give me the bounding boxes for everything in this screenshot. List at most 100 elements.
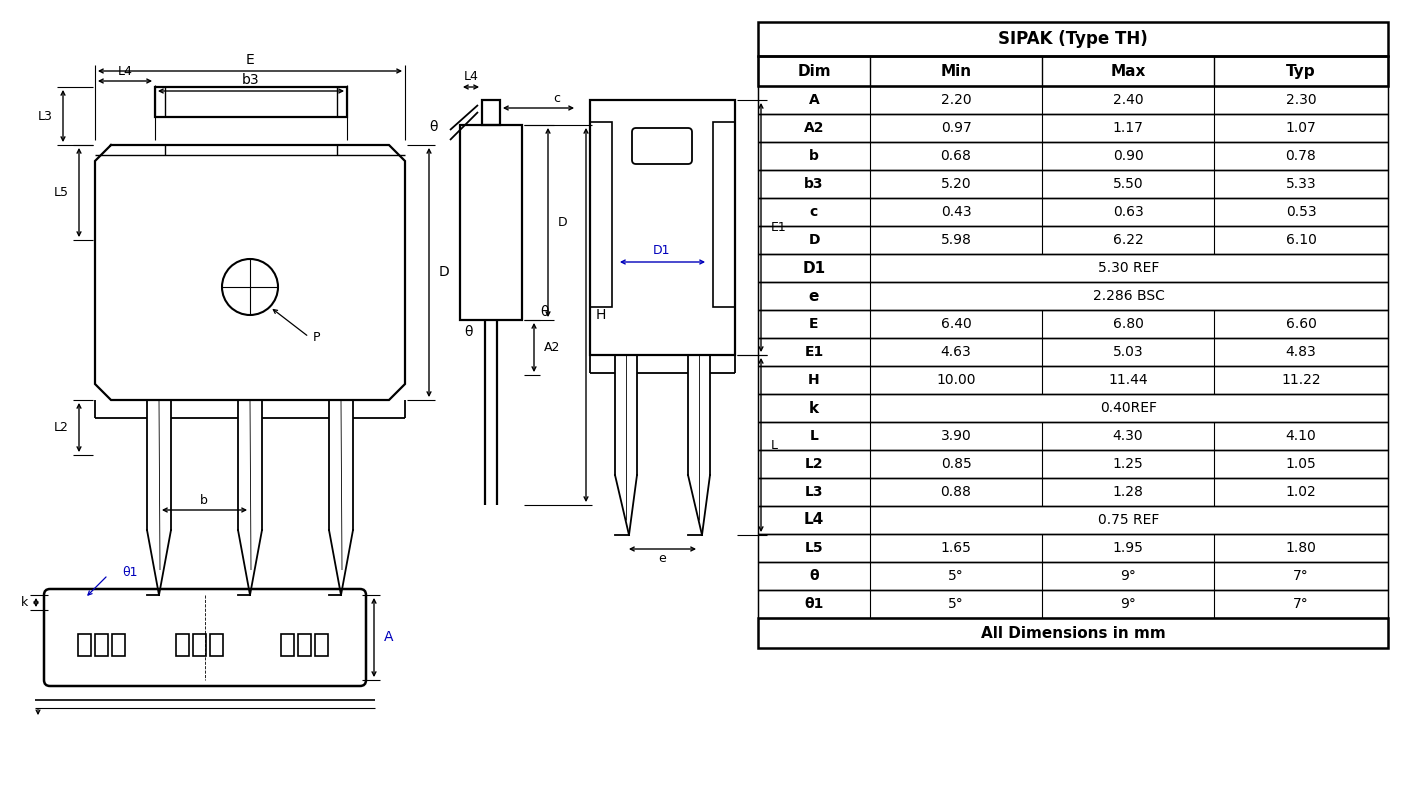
- Text: 5.50: 5.50: [1113, 177, 1144, 191]
- Text: L5: L5: [805, 541, 823, 555]
- Bar: [113, 634, 125, 656]
- Text: 0.53: 0.53: [1286, 205, 1317, 219]
- Text: L3: L3: [805, 485, 823, 499]
- Text: All Dimensions in mm: All Dimensions in mm: [981, 626, 1165, 641]
- Text: L5: L5: [53, 185, 69, 199]
- Text: 0.43: 0.43: [941, 205, 971, 219]
- Bar: [713, 122, 734, 307]
- Text: L: L: [809, 429, 819, 443]
- Bar: [758, 562, 1387, 590]
- Text: L4: L4: [118, 64, 132, 78]
- Text: 5.20: 5.20: [941, 177, 971, 191]
- Bar: [758, 226, 1387, 254]
- Text: 1.07: 1.07: [1286, 121, 1317, 135]
- Text: θ: θ: [540, 305, 549, 319]
- Text: A2: A2: [545, 341, 560, 353]
- Text: A2: A2: [803, 121, 825, 135]
- Text: 1.95: 1.95: [1113, 541, 1144, 555]
- Text: 5.30 REF: 5.30 REF: [1099, 261, 1159, 275]
- Text: D: D: [439, 265, 450, 279]
- Text: e: e: [809, 288, 819, 303]
- Text: Max: Max: [1110, 63, 1145, 78]
- Text: L2: L2: [53, 421, 69, 433]
- Text: H: H: [808, 373, 820, 387]
- Text: 9°: 9°: [1120, 597, 1135, 611]
- Text: 1.65: 1.65: [940, 541, 971, 555]
- Text: 2.30: 2.30: [1286, 93, 1317, 107]
- Text: D: D: [808, 233, 820, 247]
- Bar: [460, 125, 522, 320]
- Bar: [758, 142, 1387, 170]
- Text: 2.40: 2.40: [1113, 93, 1144, 107]
- Bar: [758, 198, 1387, 226]
- Text: 7°: 7°: [1293, 569, 1309, 583]
- Text: b3: b3: [805, 177, 823, 191]
- Bar: [193, 634, 205, 656]
- Text: b3: b3: [242, 73, 260, 87]
- Text: 6.40: 6.40: [941, 317, 971, 331]
- Text: θ1: θ1: [122, 566, 138, 580]
- Bar: [758, 366, 1387, 394]
- Bar: [758, 170, 1387, 198]
- Text: c: c: [810, 205, 817, 219]
- Text: 1.80: 1.80: [1286, 541, 1317, 555]
- Text: 1.28: 1.28: [1113, 485, 1144, 499]
- Text: 6.10: 6.10: [1286, 233, 1317, 247]
- Text: 4.10: 4.10: [1286, 429, 1317, 443]
- Text: 3.90: 3.90: [941, 429, 971, 443]
- Text: D: D: [559, 215, 567, 229]
- Bar: [758, 590, 1387, 618]
- Bar: [298, 634, 311, 656]
- Text: 1.05: 1.05: [1286, 457, 1317, 471]
- Text: b: b: [809, 149, 819, 163]
- Text: 0.68: 0.68: [940, 149, 971, 163]
- Bar: [758, 506, 1387, 534]
- Text: 0.88: 0.88: [940, 485, 971, 499]
- Text: A: A: [384, 630, 394, 644]
- Bar: [758, 282, 1387, 310]
- Bar: [758, 114, 1387, 142]
- Text: 0.78: 0.78: [1286, 149, 1317, 163]
- Bar: [590, 122, 612, 307]
- Text: 5°: 5°: [948, 597, 964, 611]
- Text: θ: θ: [809, 569, 819, 583]
- Bar: [758, 618, 1387, 648]
- Text: 9°: 9°: [1120, 569, 1135, 583]
- Text: D1: D1: [802, 261, 826, 276]
- Text: SIPAK (Type TH): SIPAK (Type TH): [998, 30, 1148, 48]
- Bar: [210, 634, 222, 656]
- Text: E: E: [809, 317, 819, 331]
- Bar: [281, 634, 294, 656]
- Bar: [155, 87, 348, 117]
- Text: 2.20: 2.20: [941, 93, 971, 107]
- Text: L3: L3: [38, 109, 53, 123]
- Bar: [758, 422, 1387, 450]
- Text: H: H: [597, 308, 606, 322]
- Text: 4.30: 4.30: [1113, 429, 1144, 443]
- Bar: [176, 634, 189, 656]
- Text: 0.97: 0.97: [941, 121, 971, 135]
- Text: 5.98: 5.98: [940, 233, 971, 247]
- Text: Dim: Dim: [798, 63, 830, 78]
- Text: 1.02: 1.02: [1286, 485, 1317, 499]
- Text: 0.63: 0.63: [1113, 205, 1144, 219]
- Text: θ: θ: [464, 325, 473, 339]
- Text: Min: Min: [940, 63, 972, 78]
- Text: L4: L4: [463, 70, 478, 82]
- Text: 4.63: 4.63: [941, 345, 971, 359]
- Text: θ1: θ1: [805, 597, 823, 611]
- Bar: [758, 338, 1387, 366]
- Text: k: k: [21, 596, 28, 608]
- Bar: [483, 100, 499, 125]
- Text: D1: D1: [653, 243, 671, 257]
- Bar: [590, 100, 734, 355]
- Text: 6.80: 6.80: [1113, 317, 1144, 331]
- Bar: [77, 634, 91, 656]
- Text: 1.25: 1.25: [1113, 457, 1144, 471]
- Text: 6.60: 6.60: [1286, 317, 1317, 331]
- Text: 7°: 7°: [1293, 597, 1309, 611]
- Text: 2.286 BSC: 2.286 BSC: [1093, 289, 1165, 303]
- Text: 4.83: 4.83: [1286, 345, 1317, 359]
- Text: 6.22: 6.22: [1113, 233, 1144, 247]
- Text: E1: E1: [805, 345, 823, 359]
